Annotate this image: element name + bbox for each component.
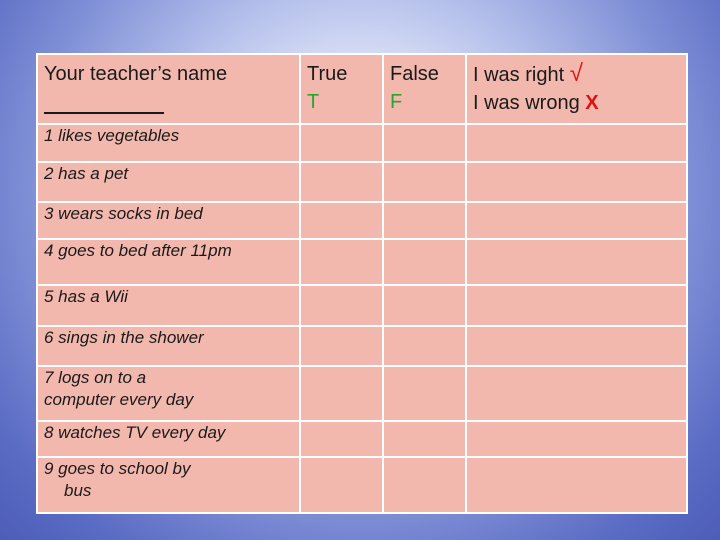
table-row: 1 likes vegetables — [36, 123, 688, 163]
item-text: 7 logs on to a — [44, 368, 147, 387]
item-cell: 6 sings in the shower — [36, 325, 301, 367]
table-row: 5 has a Wii — [36, 284, 688, 327]
true-cell[interactable] — [299, 284, 384, 327]
false-cell[interactable] — [382, 365, 467, 422]
result-cell[interactable] — [465, 284, 688, 327]
item-text: 6 sings in the shower — [44, 328, 204, 347]
false-cell[interactable] — [382, 325, 467, 367]
result-cell[interactable] — [465, 456, 688, 514]
false-header-cell: False F — [382, 53, 467, 125]
item-text-continued: bus — [64, 481, 92, 500]
item-text: 5 has a Wii — [44, 287, 128, 306]
item-text: 4 goes to bed after 11pm — [44, 241, 232, 260]
false-cell[interactable] — [382, 123, 467, 163]
true-label: True — [307, 63, 348, 85]
true-letter: T — [307, 91, 320, 113]
right-label: I was right — [473, 64, 565, 86]
true-cell[interactable] — [299, 325, 384, 367]
false-letter: F — [390, 91, 403, 113]
result-cell[interactable] — [465, 365, 688, 422]
result-cell[interactable] — [465, 161, 688, 203]
result-header-cell: I was right √ I was wrong X — [465, 53, 688, 125]
false-cell[interactable] — [382, 284, 467, 327]
result-cell[interactable] — [465, 123, 688, 163]
item-cell: 4 goes to bed after 11pm — [36, 238, 301, 286]
item-text: 1 likes vegetables — [44, 126, 180, 145]
item-cell: 8 watches TV every day — [36, 420, 301, 458]
table-row: 8 watches TV every day — [36, 420, 688, 458]
false-cell[interactable] — [382, 456, 467, 514]
survey-table: Your teacher’s name True T False F I was… — [36, 53, 688, 514]
table-row: 6 sings in the shower — [36, 325, 688, 367]
false-cell[interactable] — [382, 420, 467, 458]
false-cell[interactable] — [382, 201, 467, 240]
true-cell[interactable] — [299, 456, 384, 514]
item-text: 3 wears socks in bed — [44, 204, 203, 223]
item-text: 9 goes to school by — [44, 459, 191, 478]
true-cell[interactable] — [299, 365, 384, 422]
item-text: 2 has a pet — [44, 164, 129, 183]
table-row: 3 wears socks in bed — [36, 201, 688, 240]
item-cell: 5 has a Wii — [36, 284, 301, 327]
table-row: 7 logs on to a computer every day — [36, 365, 688, 422]
false-cell[interactable] — [382, 238, 467, 286]
item-cell: 9 goes to school by bus — [36, 456, 301, 514]
teacher-name-label: Your teacher’s name — [44, 63, 228, 85]
check-mark-icon: √ — [569, 60, 583, 87]
false-label: False — [390, 63, 439, 85]
result-cell[interactable] — [465, 325, 688, 367]
item-text: 8 watches TV every day — [44, 423, 226, 442]
table-row: 2 has a pet — [36, 161, 688, 203]
item-cell: 7 logs on to a computer every day — [36, 365, 301, 422]
true-cell[interactable] — [299, 420, 384, 458]
result-cell[interactable] — [465, 238, 688, 286]
item-text-continued: computer every day — [44, 390, 194, 409]
true-cell[interactable] — [299, 161, 384, 203]
item-cell: 1 likes vegetables — [36, 123, 301, 163]
result-cell[interactable] — [465, 201, 688, 240]
true-cell[interactable] — [299, 123, 384, 163]
teacher-name-cell[interactable]: Your teacher’s name — [36, 53, 301, 125]
false-cell[interactable] — [382, 161, 467, 203]
item-cell: 3 wears socks in bed — [36, 201, 301, 240]
table-row: 9 goes to school by bus — [36, 456, 688, 514]
table-row: 4 goes to bed after 11pm — [36, 238, 688, 286]
result-cell[interactable] — [465, 420, 688, 458]
true-cell[interactable] — [299, 201, 384, 240]
cross-mark-icon: X — [585, 92, 599, 114]
item-cell: 2 has a pet — [36, 161, 301, 203]
true-header-cell: True T — [299, 53, 384, 125]
true-cell[interactable] — [299, 238, 384, 286]
teacher-name-blank-line[interactable] — [44, 88, 164, 114]
header-row: Your teacher’s name True T False F I was… — [36, 53, 688, 125]
wrong-label: I was wrong — [473, 92, 580, 114]
